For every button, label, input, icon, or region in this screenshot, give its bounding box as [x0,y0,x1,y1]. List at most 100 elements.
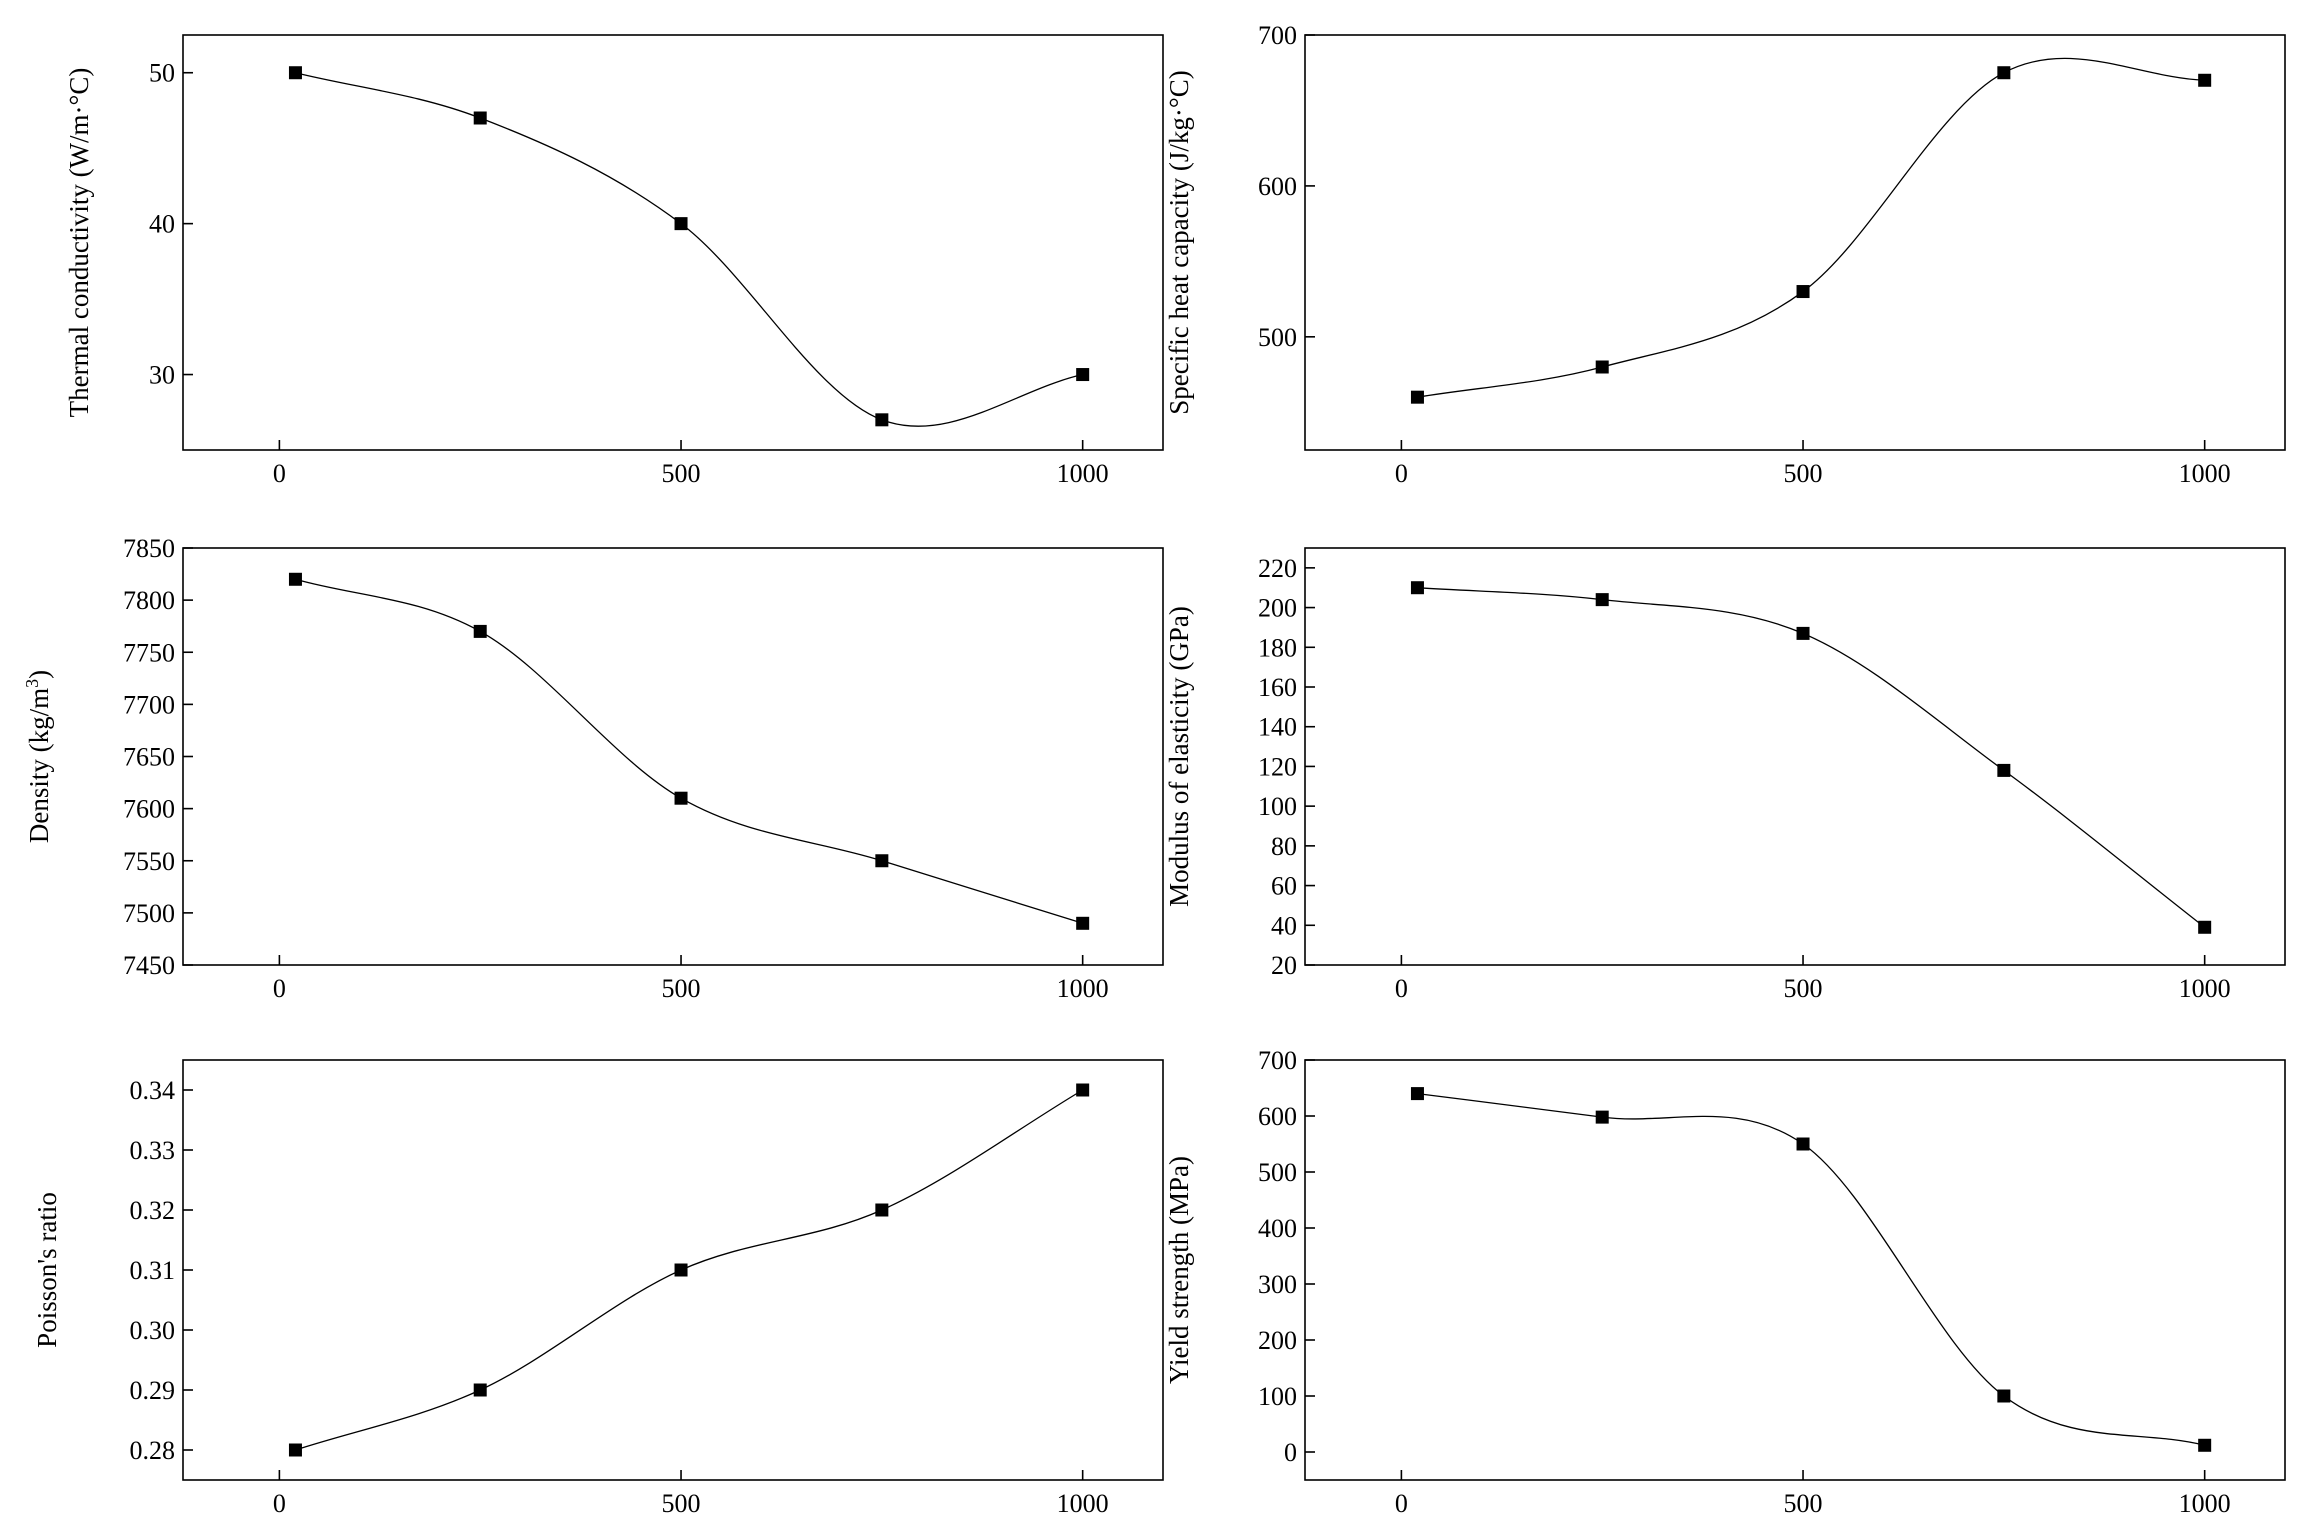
y-axis-title-text: Modulus of elasticity (GPa) [1164,606,1194,907]
data-point [1796,285,1810,299]
y-axis-title: Modulus of elasticity (GPa) [1164,606,1194,907]
data-point [1595,1110,1609,1124]
y-tick-label: 20 [1271,951,1297,980]
x-tick-label: 0 [273,459,286,488]
plot-frame [1304,34,2286,451]
y-tick-label: 500 [1258,323,1297,352]
data-point [2198,920,2212,934]
y-axis-title-text: Specific heat capacity (J/kg·°C) [1164,70,1194,414]
x-tick-label: 0 [1395,974,1408,1003]
data-point [1997,763,2011,777]
x-tick-label: 500 [662,1489,701,1518]
y-axis-title-suffix: ) [24,670,54,679]
data-point [2198,73,2212,87]
data-point [288,1443,302,1457]
y-tick-label: 140 [1258,713,1297,742]
y-tick-label: 30 [149,361,175,390]
data-point [1410,1087,1424,1101]
x-tick-label: 0 [1395,1489,1408,1518]
x-tick-label: 500 [1784,459,1823,488]
y-tick-label: 60 [1271,872,1297,901]
data-point [875,1203,889,1217]
x-tick-label: 500 [1784,974,1823,1003]
y-axis-title-text: Thermal conductivity (W/m·°C) [64,68,94,418]
y-tick-label: 600 [1258,1102,1297,1131]
series-line [1417,587,2206,928]
data-point [1595,593,1609,607]
plot-frame [182,34,1164,451]
y-tick-label: 100 [1258,792,1297,821]
y-tick-label: 180 [1258,633,1297,662]
data-point [473,111,487,125]
x-tick-label: 1000 [1057,459,1109,488]
series-line [295,72,1083,427]
series-line [1417,1092,2205,1446]
y-tick-label: 500 [1258,1158,1297,1187]
y-axis-title-superscript: 3 [22,679,42,688]
data-point [674,791,688,805]
x-tick-label: 0 [1395,459,1408,488]
data-point [1076,916,1090,930]
data-point [1076,368,1090,382]
y-tick-label: 600 [1258,172,1297,201]
y-tick-label: 0.34 [130,1076,176,1105]
x-tick-label: 500 [1784,1489,1823,1518]
y-tick-label: 700 [1258,1046,1297,1075]
y-tick-label: 200 [1258,1326,1297,1355]
data-point [875,413,889,427]
data-point [1410,581,1424,595]
x-tick-label: 0 [273,1489,286,1518]
y-tick-label: 200 [1258,594,1297,623]
y-tick-label: 7500 [123,899,175,928]
y-tick-label: 7850 [123,534,175,563]
data-point [1076,1083,1090,1097]
plot-frame [1304,1059,2286,1481]
x-tick-label: 1000 [1057,974,1109,1003]
y-tick-label: 0.33 [130,1136,176,1165]
x-tick-label: 0 [273,974,286,1003]
y-tick-label: 300 [1258,1270,1297,1299]
y-tick-label: 160 [1258,673,1297,702]
y-axis-title: Poisson's ratio [32,1192,62,1348]
data-point [288,572,302,586]
x-tick-label: 1000 [1057,1489,1109,1518]
y-axis-title: Thermal conductivity (W/m·°C) [64,68,94,418]
y-tick-label: 0.28 [130,1436,176,1465]
x-tick-label: 1000 [2179,974,2231,1003]
x-tick-label: 500 [662,459,701,488]
data-point [2198,1438,2212,1452]
chart-panel-1: 0 500 1000 30 40 50 Thermal conductivity (W/m·… [64,34,1164,488]
y-axis-title: Density (kg/m3) [22,670,54,843]
data-point [674,217,688,231]
y-tick-label: 7750 [123,638,175,667]
chart-panel-2: 0 500 1000 500 600 700 Specific heat capacity … [1164,21,2286,488]
data-point [1796,1137,1810,1151]
y-tick-label: 7600 [123,795,175,824]
chart-panel-6: 0 500 1000 0 100 200 300 400 500 600 700 Yield stre… [1164,1046,2286,1518]
chart-panel-5: 0 500 1000 0.28 0.29 0.30 0.31 0.32 0.33 0.34 Pois… [32,1059,1164,1518]
y-tick-label: 220 [1258,554,1297,583]
x-tick-label: 1000 [2179,459,2231,488]
data-point [1410,390,1424,404]
y-tick-label: 7800 [123,586,175,615]
y-tick-label: 40 [149,210,175,239]
series-line [295,1089,1084,1451]
y-axis-title-text: Yield strength (MPa) [1164,1156,1194,1384]
chart-panel-4: 0 500 1000 20 40 60 80 100 120 140 160 180 200 220 Mod… [1164,547,2286,1003]
series-line [1417,57,2205,398]
plot-frame [1304,547,2286,966]
y-tick-label: 0.32 [130,1196,176,1225]
plot-frame [182,1059,1164,1481]
y-tick-label: 40 [1271,911,1297,940]
y-tick-label: 7450 [123,951,175,980]
series-line [295,578,1083,924]
data-point [473,1383,487,1397]
data-point [1595,360,1609,374]
data-point [1997,1389,2011,1403]
chart-panel-3: 0 500 1000 7450 7500 7550 7600 7650 7700 7750 7800… [22,534,1164,1003]
y-tick-label: 7550 [123,847,175,876]
y-tick-label: 7650 [123,743,175,772]
y-tick-label: 0.31 [130,1256,176,1285]
y-tick-label: 120 [1258,752,1297,781]
data-point [473,624,487,638]
